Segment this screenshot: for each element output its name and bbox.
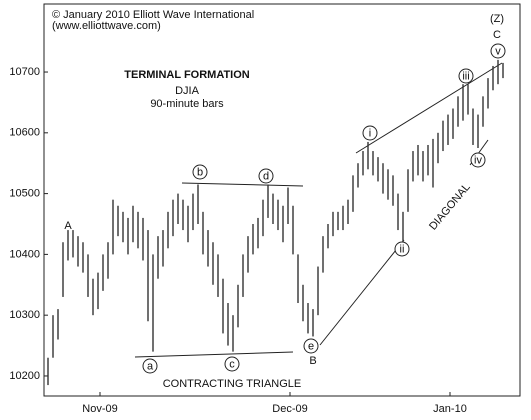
- label-circle: [362, 125, 378, 141]
- diagonal-upper-line: [355, 62, 503, 154]
- copyright: © January 2010 Elliott Wave Internationa…: [52, 9, 254, 21]
- y-tick-label: 10500: [9, 188, 40, 200]
- plot-frame: [43, 3, 521, 397]
- annotation: (Z): [490, 13, 504, 25]
- annotation: CONTRACTING TRIANGLE: [163, 378, 302, 390]
- wave-label: a: [147, 360, 154, 372]
- wave-label: d: [263, 170, 269, 182]
- annotation: B: [309, 355, 316, 367]
- label-circle: [142, 358, 158, 374]
- label-circle: [258, 168, 274, 184]
- label-circle: [192, 164, 208, 180]
- y-tick-label: 10700: [9, 66, 40, 78]
- annotation: DIAGONAL: [427, 181, 473, 232]
- y-tick-label: 10200: [9, 370, 40, 382]
- label-circle: [303, 338, 319, 354]
- y-tick-label: 10300: [9, 309, 40, 321]
- y-tick-label: 10400: [9, 248, 40, 260]
- diagonal-lower-line: [319, 239, 405, 346]
- label-circle: [470, 152, 486, 168]
- wave-label: iv: [474, 154, 482, 166]
- wave-label: ii: [400, 243, 405, 255]
- x-tick-label: Nov-09: [82, 403, 117, 415]
- label-circle: [224, 356, 240, 372]
- label-circle: [458, 68, 474, 84]
- triangle-upper-line: [181, 182, 304, 187]
- label-circle: [394, 241, 410, 257]
- website: (www.elliottwave.com): [52, 20, 161, 32]
- chart-note: 90-minute bars: [150, 98, 224, 110]
- x-tick-label: Dec-09: [272, 403, 307, 415]
- wave-label: e: [308, 340, 314, 352]
- x-tick-label: Jan-10: [433, 403, 467, 415]
- chart-subtitle: DJIA: [175, 85, 200, 97]
- y-tick-label: 10600: [9, 127, 40, 139]
- annotation: A: [64, 220, 72, 232]
- wave-label: b: [197, 166, 203, 178]
- wave-label: v: [495, 45, 501, 57]
- triangle-lower-line: [134, 351, 294, 358]
- label-circle: [490, 43, 506, 59]
- chart-title: TERMINAL FORMATION: [124, 69, 250, 81]
- wave-label: c: [229, 358, 235, 370]
- annotation: C: [493, 29, 501, 41]
- wave-label: iii: [462, 70, 469, 82]
- wave-label: i: [369, 127, 371, 139]
